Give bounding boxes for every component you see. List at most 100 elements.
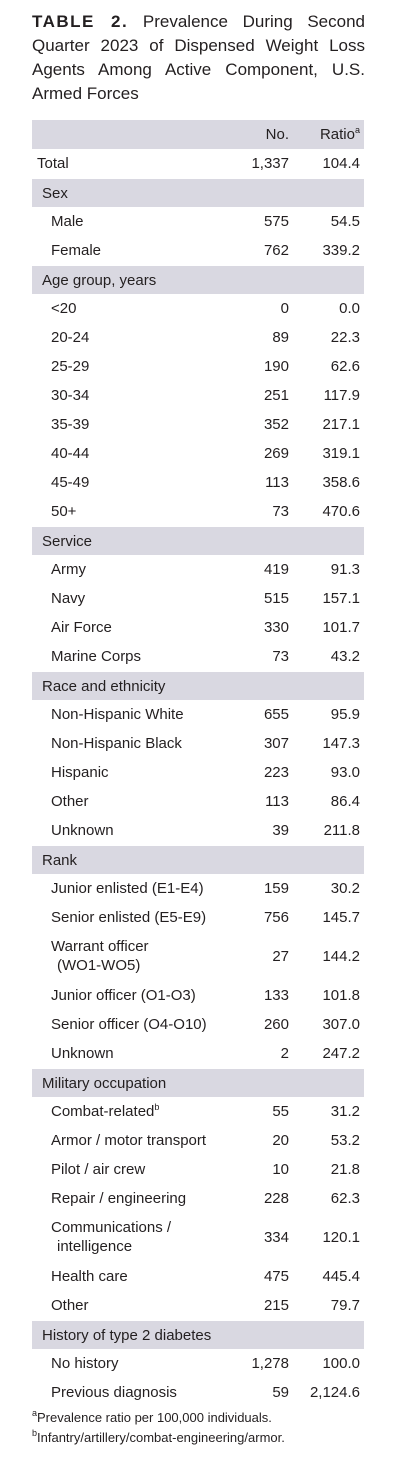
count: 330 xyxy=(263,619,289,636)
section-row: History of type 2 diabetes xyxy=(32,1320,364,1349)
label-text: Unknown xyxy=(51,1045,114,1062)
footnote: bInfantry/artillery/combat-engineering/a… xyxy=(32,1428,285,1448)
label-text: Armor / motor transport xyxy=(51,1132,207,1149)
count: 55 xyxy=(272,1103,289,1120)
label-text: Army xyxy=(51,561,86,578)
ratio: 144.2 xyxy=(322,948,360,965)
ratio: 147.3 xyxy=(322,735,360,752)
ratio: 31.2 xyxy=(330,1103,360,1120)
data-row: Junior enlisted (E1-E4) 159 30.2 xyxy=(32,874,364,903)
label-text: 25-29 xyxy=(51,358,90,375)
section-name: Age group, years xyxy=(42,272,157,289)
ratio: 86.4 xyxy=(330,793,360,810)
label-text: Junior enlisted (E1-E4) xyxy=(51,880,204,897)
title-text: Prevalence During Second Quarter 2023 of… xyxy=(32,12,365,103)
ratio: 95.9 xyxy=(330,706,360,723)
data-row: Female 762 339.2 xyxy=(32,236,364,265)
count: 475 xyxy=(263,1268,289,1285)
label-continued: intelligence xyxy=(57,1238,133,1255)
ratio: 79.7 xyxy=(330,1297,360,1314)
count: 113 xyxy=(265,793,289,810)
row-label: 30-34 xyxy=(51,381,89,410)
data-row: Pilot / air crew 10 21.8 xyxy=(32,1155,364,1184)
data-row: 50+ 73 470.6 xyxy=(32,497,364,526)
data-row: Non-Hispanic White 655 95.9 xyxy=(32,700,364,729)
row-label: Junior officer (O1-O3) xyxy=(51,981,196,1010)
label-text: Senior enlisted (E5-E9) xyxy=(51,909,207,926)
count: 228 xyxy=(263,1190,289,1207)
count: 515 xyxy=(263,590,289,607)
header-no: No. xyxy=(265,126,289,143)
ratio: 319.1 xyxy=(322,445,360,462)
row-label: Hispanic xyxy=(51,758,109,787)
ratio: 101.7 xyxy=(322,619,360,636)
count: 215 xyxy=(263,1297,289,1314)
count: 27 xyxy=(272,948,289,965)
ratio: 247.2 xyxy=(322,1045,360,1062)
count: 655 xyxy=(263,706,289,723)
ratio: 470.6 xyxy=(322,503,360,520)
data-row: Combat-relatedb 55 31.2 xyxy=(32,1097,364,1126)
data-row: Hispanic 223 93.0 xyxy=(32,758,364,787)
data-row: Other 113 86.4 xyxy=(32,787,364,816)
ratio: 145.7 xyxy=(322,909,360,926)
label-text: 45-49 xyxy=(51,474,90,491)
ratio: 217.1 xyxy=(322,416,360,433)
row-label: 45-49 xyxy=(51,468,89,497)
row-label: Previous diagnosis xyxy=(51,1378,177,1407)
count: 756 xyxy=(263,909,289,926)
ratio: 157.1 xyxy=(322,590,360,607)
data-row: Other 215 79.7 xyxy=(32,1291,364,1320)
section-name: Service xyxy=(42,533,93,550)
footnote-mark: a xyxy=(32,1408,38,1418)
row-label: Female xyxy=(51,236,101,265)
ratio: 91.3 xyxy=(330,561,360,578)
data-row: Health care 475 445.4 xyxy=(32,1262,364,1291)
count: 73 xyxy=(272,648,289,665)
count: 251 xyxy=(263,387,289,404)
label-text: 50+ xyxy=(51,503,77,520)
table: No. Ratioa Total 1,337 104.4 Sex Male 575 54.5 Fe… xyxy=(32,120,364,1407)
footnote: aPrevalence ratio per 100,000 individual… xyxy=(32,1408,285,1428)
ratio: 54.5 xyxy=(330,213,360,230)
label-text: Pilot / air crew xyxy=(51,1161,146,1178)
data-row: Male 575 54.5 xyxy=(32,207,364,236)
section-name: History of type 2 diabetes xyxy=(42,1327,212,1344)
row-label: Navy xyxy=(51,584,85,613)
ratio: 100.0 xyxy=(322,1355,360,1372)
ratio: 62.6 xyxy=(330,358,360,375)
ratio: 307.0 xyxy=(322,1016,360,1033)
footnotes: aPrevalence ratio per 100,000 individual… xyxy=(32,1408,285,1448)
label-text: Non-Hispanic Black xyxy=(51,735,182,752)
row-label: Air Force xyxy=(51,613,112,642)
row-label: 25-29 xyxy=(51,352,89,381)
row-label: Repair / engineering xyxy=(51,1184,186,1213)
row-label: 50+ xyxy=(51,497,76,526)
label-text: Communications / xyxy=(51,1219,172,1236)
label-continued: (WO1-WO5) xyxy=(57,957,141,974)
count: 762 xyxy=(263,242,289,259)
data-row: Junior officer (O1-O3) 133 101.8 xyxy=(32,981,364,1010)
row-label: Unknown xyxy=(51,1039,114,1068)
ratio: 445.4 xyxy=(322,1268,360,1285)
label-text: Other xyxy=(51,1297,89,1314)
total-row: Total 1,337 104.4 xyxy=(32,149,364,178)
ratio: 120.1 xyxy=(322,1229,360,1246)
row-label: Combat-relatedb xyxy=(51,1097,159,1126)
ratio: 22.3 xyxy=(330,329,360,346)
label-text: Marine Corps xyxy=(51,648,142,665)
row-label: Male xyxy=(51,207,84,236)
row-label: Senior enlisted (E5-E9) xyxy=(51,903,206,932)
ratio: 30.2 xyxy=(330,880,360,897)
data-row: 25-29 190 62.6 xyxy=(32,352,364,381)
count: 89 xyxy=(272,329,289,346)
row-label: Other xyxy=(51,787,89,816)
count: 260 xyxy=(263,1016,289,1033)
count: 113 xyxy=(265,474,289,491)
row-label: Army xyxy=(51,555,86,584)
ratio: 339.2 xyxy=(322,242,360,259)
ratio: 2,124.6 xyxy=(309,1384,360,1401)
ratio: 117.9 xyxy=(323,387,360,404)
data-row: Repair / engineering 228 62.3 xyxy=(32,1184,364,1213)
section-name: Race and ethnicity xyxy=(42,678,166,695)
